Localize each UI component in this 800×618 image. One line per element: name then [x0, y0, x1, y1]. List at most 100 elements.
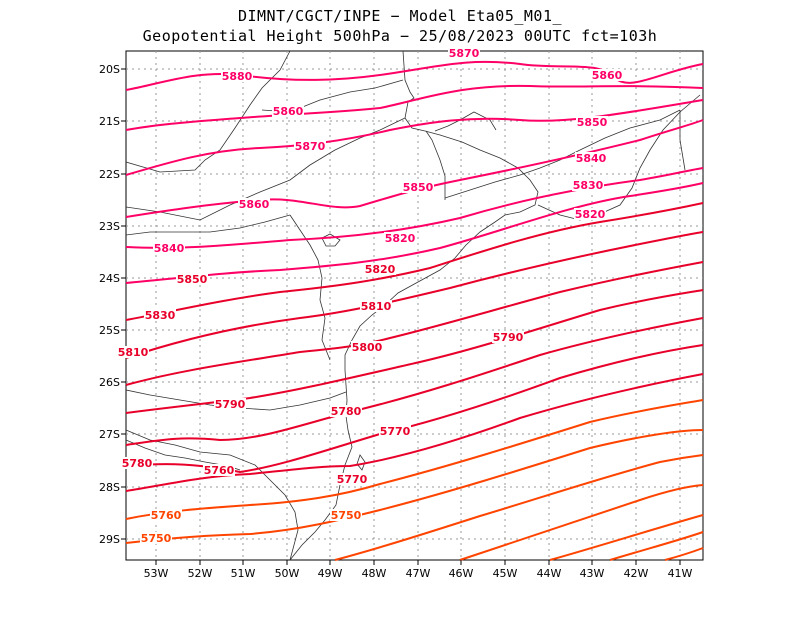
- contour-label-bg: [492, 331, 524, 343]
- grid-lines: [126, 51, 703, 560]
- contour-label-bg: [591, 69, 623, 81]
- country-border: [125, 429, 299, 561]
- contour-line: [609, 531, 704, 561]
- contour-label-bg: [330, 405, 362, 417]
- contour-line: [125, 261, 704, 386]
- contour-label: 5750: [331, 509, 362, 522]
- contour-label: 5760: [204, 464, 235, 477]
- lat-tick-label: 24S: [99, 272, 120, 285]
- contour-label: 5860: [239, 198, 270, 211]
- contour-label: 5880: [222, 70, 253, 83]
- contour-label: 5850: [177, 273, 208, 286]
- contour-label: 5760: [151, 509, 182, 522]
- contour-label-bg: [214, 398, 246, 410]
- lat-tick-label: 27S: [99, 428, 120, 441]
- contour-label-bg: [402, 181, 434, 193]
- contour-label-bg: [153, 242, 185, 254]
- state-border-6: [679, 110, 686, 171]
- contour-label: 5820: [575, 208, 606, 221]
- contour-line: [125, 231, 704, 359]
- contour-label-bg: [272, 105, 304, 117]
- lon-tick-label: 41W: [668, 567, 693, 580]
- contour-line: [459, 484, 704, 561]
- lat-tick-label: 22S: [99, 168, 120, 181]
- contour-label: 5780: [331, 405, 362, 418]
- contour-label: 5790: [215, 398, 246, 411]
- contour-label-bg: [121, 457, 153, 469]
- lon-tick-label: 44W: [537, 567, 562, 580]
- contour-label: 5770: [380, 425, 411, 438]
- contour-label: 5820: [385, 232, 416, 245]
- contour-lines: [125, 60, 704, 561]
- contour-line: [125, 429, 704, 544]
- lon-tick-label: 53W: [144, 567, 169, 580]
- contour-label: 5870: [449, 47, 480, 60]
- coastline-east: [537, 94, 701, 221]
- contour-label: 5840: [154, 242, 185, 255]
- state-border-5: [444, 109, 681, 199]
- contour-label-bg: [144, 309, 176, 321]
- contour-label: 5810: [361, 300, 392, 313]
- contour-labels: 5870 5880 5860 5860 5850 5870 5840 5850 5830 5860…: [117, 47, 623, 545]
- lon-tick-label: 51W: [231, 567, 256, 580]
- contour-line: [125, 202, 704, 321]
- lat-tick-label: 23S: [99, 220, 120, 233]
- lat-tick-label: 29S: [99, 533, 120, 546]
- map-frame: [125, 50, 704, 561]
- lat-axis: 20S 21S 22S 23S 24S 25S 26S 27S 28S 29S: [99, 63, 126, 546]
- contour-label-bg: [150, 509, 182, 521]
- contour-label: 5830: [145, 309, 176, 322]
- contour-label-bg: [140, 532, 172, 544]
- contour-label: 5850: [403, 181, 434, 194]
- contour-label-bg: [117, 346, 149, 358]
- coastline: [289, 50, 539, 561]
- contour-label-bg: [364, 263, 396, 275]
- coastline-borders: [125, 50, 701, 561]
- island-2: [356, 454, 366, 471]
- island: [321, 233, 341, 247]
- lat-tick-label: 21S: [99, 115, 120, 128]
- state-border-8: [125, 214, 291, 236]
- contour-label-bg: [351, 341, 383, 353]
- lon-tick-label: 50W: [275, 567, 300, 580]
- contour-label-bg: [572, 179, 604, 191]
- contour-label: 5810: [118, 346, 149, 359]
- contour-label: 5750: [141, 532, 172, 545]
- contour-line: [125, 167, 704, 249]
- contour-line: [549, 514, 704, 561]
- contour-line: [664, 547, 704, 561]
- lon-tick-label: 49W: [318, 567, 343, 580]
- lon-tick-label: 46W: [449, 567, 474, 580]
- lon-tick-label: 43W: [580, 567, 605, 580]
- contour-line: [125, 99, 704, 176]
- contour-label-bg: [575, 152, 607, 164]
- contour-line: [125, 84, 704, 131]
- contour-label-bg: [221, 70, 253, 82]
- contour-label-bg: [360, 300, 392, 312]
- contour-line: [125, 119, 704, 218]
- contour-label-bg: [448, 47, 480, 59]
- lon-tick-label: 52W: [188, 567, 213, 580]
- lat-tick-label: 20S: [99, 63, 120, 76]
- contour-line: [125, 182, 704, 284]
- contour-label-bg: [379, 425, 411, 437]
- contour-line: [125, 399, 704, 520]
- contour-label: 5840: [576, 152, 607, 165]
- lon-tick-label: 45W: [493, 567, 518, 580]
- state-border-7: [289, 214, 331, 361]
- contour-label-bg: [203, 464, 235, 476]
- contour-label: 5860: [592, 69, 623, 82]
- lon-tick-label: 42W: [624, 567, 649, 580]
- lagoon: [434, 111, 497, 132]
- contour-label: 5780: [122, 457, 153, 470]
- contour-label-bg: [574, 208, 606, 220]
- contour-label-bg: [238, 198, 270, 210]
- lat-tick-label: 26S: [99, 376, 120, 389]
- chart-title-line-1: DIMNT/CGCT/INPE − Model Eta05_M01_: [237, 7, 563, 25]
- contour-line: [125, 373, 704, 492]
- lon-axis: 53W 52W 51W 50W 49W 48W 47W 46W 45W 44W 43W 42W 41W: [144, 560, 693, 580]
- contour-line: [125, 317, 704, 446]
- lat-tick-label: 28S: [99, 481, 120, 494]
- contour-label-bg: [336, 473, 368, 485]
